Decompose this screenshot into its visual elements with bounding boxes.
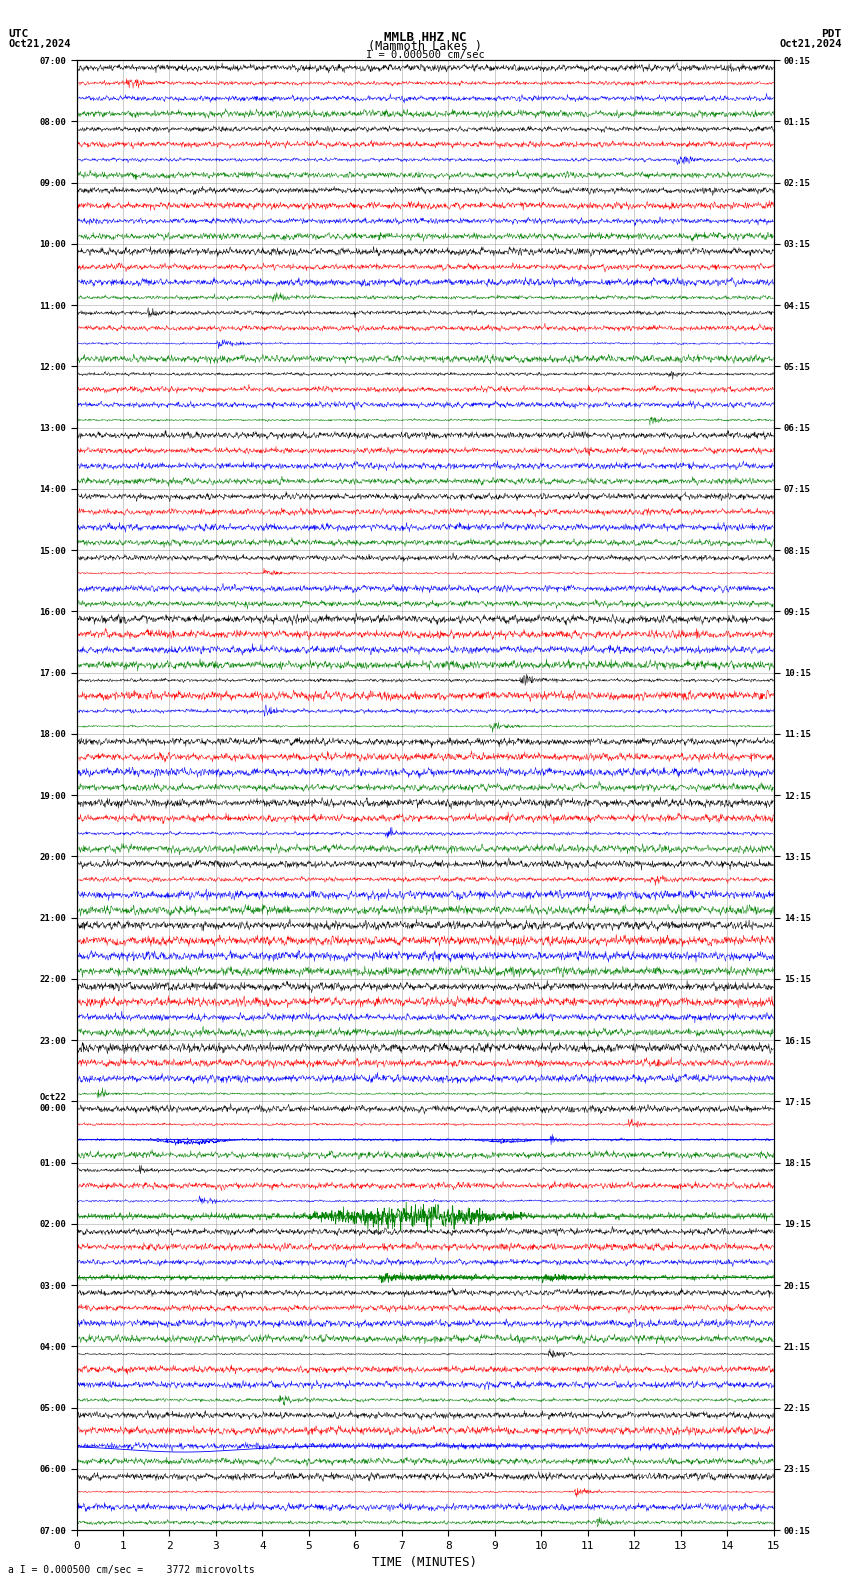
Text: (Mammoth Lakes ): (Mammoth Lakes ) <box>368 40 482 54</box>
Text: a I = 0.000500 cm/sec =    3772 microvolts: a I = 0.000500 cm/sec = 3772 microvolts <box>8 1565 255 1574</box>
Text: I = 0.000500 cm/sec: I = 0.000500 cm/sec <box>366 49 484 60</box>
Text: Oct21,2024: Oct21,2024 <box>779 38 842 49</box>
Text: Oct21,2024: Oct21,2024 <box>8 38 71 49</box>
Text: PDT: PDT <box>821 29 842 38</box>
Text: UTC: UTC <box>8 29 29 38</box>
Text: MMLB HHZ NC: MMLB HHZ NC <box>383 30 467 44</box>
X-axis label: TIME (MINUTES): TIME (MINUTES) <box>372 1555 478 1570</box>
